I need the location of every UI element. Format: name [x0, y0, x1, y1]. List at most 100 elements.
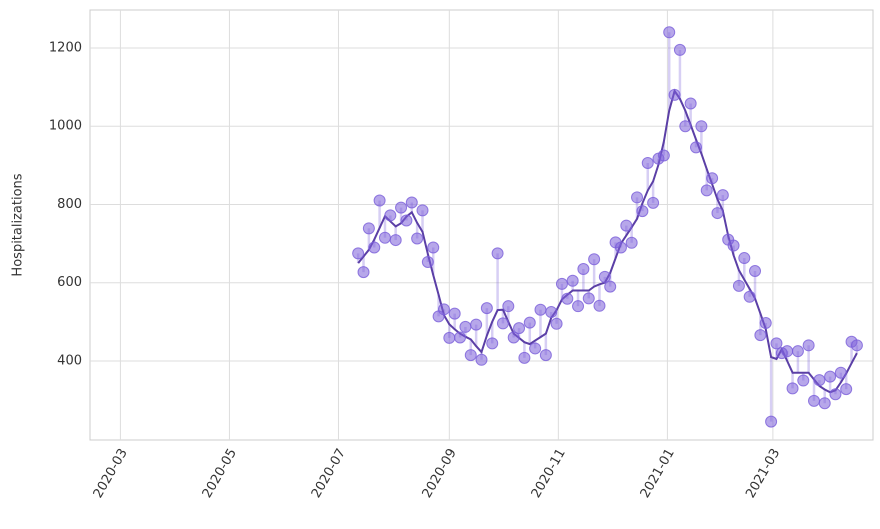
data-point [668, 88, 681, 101]
data-point [555, 277, 568, 290]
data-point [711, 207, 724, 220]
y-axis-label: Hospitalizations [11, 173, 26, 276]
data-point [529, 342, 542, 355]
x-tick-label: 2020-11 [529, 446, 569, 501]
data-point [464, 349, 477, 362]
x-tick-label: 2020-05 [200, 446, 240, 501]
data-point [577, 263, 590, 276]
data-point [507, 331, 520, 344]
data-point [443, 331, 456, 344]
data-point [625, 236, 638, 249]
data-point [378, 231, 391, 244]
data-point [738, 252, 751, 265]
plot-frame [89, 9, 874, 441]
data-point [818, 397, 831, 410]
data-point [631, 191, 644, 204]
data-point [647, 196, 660, 209]
data-point [620, 219, 633, 232]
data-point [850, 339, 863, 352]
data-point [357, 266, 370, 279]
data-point [604, 280, 617, 293]
data-point [566, 274, 579, 287]
data-point [389, 234, 402, 247]
data-point [786, 382, 799, 395]
data-point [550, 317, 563, 330]
data-point [695, 120, 708, 133]
data-point [840, 383, 853, 396]
x-tick-label: 2020-03 [91, 446, 131, 501]
data-point [373, 194, 386, 207]
data-point [808, 394, 821, 407]
data-point [727, 239, 740, 252]
data-point [405, 196, 418, 209]
data-point [513, 322, 526, 335]
data-point [582, 292, 595, 305]
data-point [486, 337, 499, 350]
x-tick-label: 2021-01 [638, 446, 678, 501]
data-point [679, 120, 692, 133]
data-point [588, 253, 601, 266]
data-point [523, 316, 536, 329]
data-point [636, 205, 649, 218]
data-point [448, 307, 461, 320]
y-tick-label: 600 [57, 275, 82, 290]
y-tick-label: 400 [57, 353, 82, 368]
data-point [684, 97, 697, 110]
data-point [561, 292, 574, 305]
data-point [834, 366, 847, 379]
data-point [539, 349, 552, 362]
data-point [759, 317, 772, 330]
data-point [411, 232, 424, 245]
data-point [416, 204, 429, 217]
data-point [663, 26, 676, 39]
data-point [673, 43, 686, 56]
data-point [824, 370, 837, 383]
x-tick-label: 2021-03 [743, 446, 783, 501]
data-point [480, 302, 493, 315]
data-point [797, 374, 810, 387]
data-point [641, 156, 654, 169]
data-point [765, 415, 778, 428]
data-point [754, 329, 767, 342]
x-tick-label: 2020-09 [420, 446, 460, 501]
data-point [400, 214, 413, 227]
data-point [459, 320, 472, 333]
data-point [470, 318, 483, 331]
data-point [706, 172, 719, 185]
data-point [496, 317, 509, 330]
data-point [437, 303, 450, 316]
data-point [475, 353, 488, 366]
data-point [593, 299, 606, 312]
data-point [690, 141, 703, 154]
data-point [572, 300, 585, 313]
data-point [545, 306, 558, 319]
data-point [598, 270, 611, 283]
data-point [502, 300, 515, 313]
data-point [534, 303, 547, 316]
data-point [454, 331, 467, 344]
data-point [491, 247, 504, 260]
y-tick-label: 1000 [49, 119, 82, 134]
data-point [770, 337, 783, 350]
data-point [395, 201, 408, 214]
data-point [781, 345, 794, 358]
data-point [700, 184, 713, 197]
data-point [368, 241, 381, 254]
data-point [614, 241, 627, 254]
data-point [813, 374, 826, 387]
y-tick-label: 800 [57, 197, 82, 212]
data-point [384, 209, 397, 222]
data-point [749, 264, 762, 277]
data-point [362, 222, 375, 235]
data-point [421, 255, 434, 268]
y-tick-label: 1200 [49, 40, 82, 55]
data-point [732, 279, 745, 292]
data-point [518, 351, 531, 364]
data-point [657, 149, 670, 162]
data-point [802, 339, 815, 352]
data-point [829, 388, 842, 401]
data-point [743, 290, 756, 303]
x-tick-label: 2020-07 [309, 446, 349, 501]
data-point [352, 247, 365, 260]
